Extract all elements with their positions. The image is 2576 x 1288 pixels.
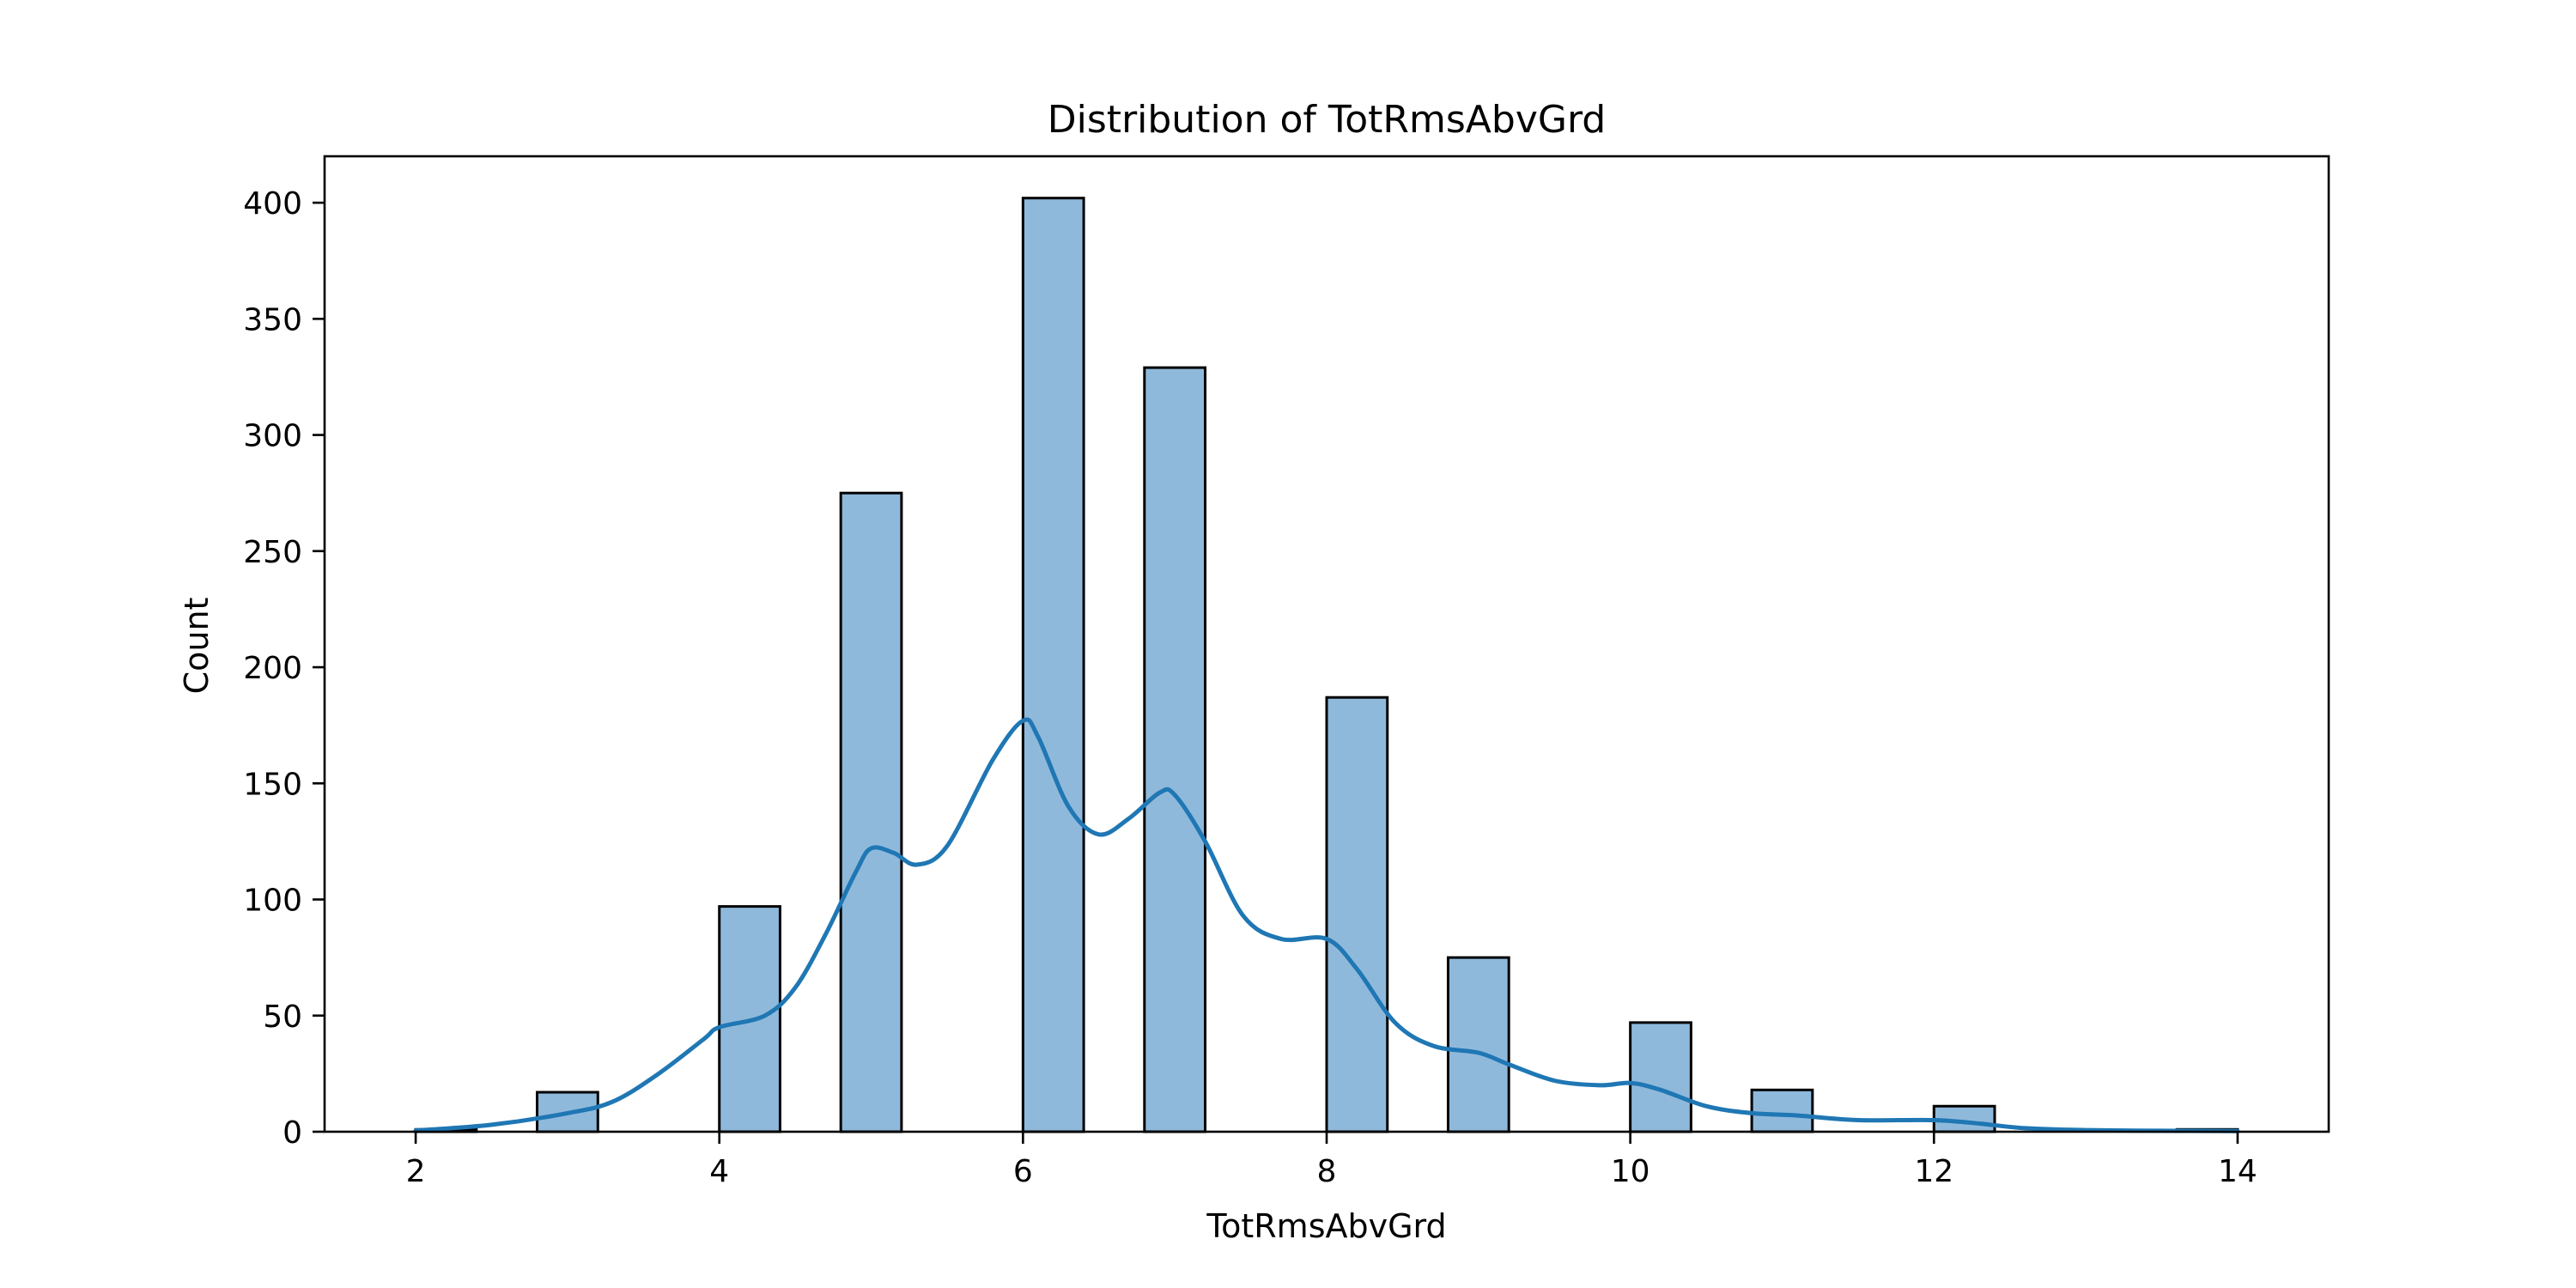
x-axis-label: TotRmsAbvGrd — [1206, 1207, 1446, 1245]
y-tick-label: 350 — [243, 302, 302, 337]
y-tick-label: 50 — [263, 999, 302, 1035]
y-tick-label: 150 — [243, 767, 302, 802]
y-axis-label: Count — [178, 598, 216, 695]
x-tick-label: 6 — [1013, 1154, 1033, 1189]
chart-title: Distribution of TotRmsAbvGrd — [1048, 98, 1606, 142]
x-axis: 2 4 6 8 10 12 14 — [406, 1132, 2257, 1189]
histogram-bar — [1325, 696, 1389, 1133]
y-tick-label: 0 — [283, 1115, 302, 1151]
x-tick-label: 12 — [1914, 1154, 1953, 1189]
histogram-bar — [1750, 1088, 1814, 1133]
histogram-bar — [1629, 1021, 1692, 1133]
x-tick-label: 2 — [406, 1154, 426, 1189]
x-tick-label: 8 — [1317, 1154, 1337, 1189]
histogram-bar — [1021, 197, 1085, 1133]
y-tick-label: 300 — [243, 419, 302, 454]
y-tick-label: 100 — [243, 884, 302, 919]
bars-layer — [414, 197, 2239, 1133]
y-tick-label: 200 — [243, 651, 302, 686]
kde-layer — [413, 717, 2240, 1133]
x-tick-label: 4 — [709, 1154, 729, 1189]
x-tick-label: 10 — [1611, 1154, 1650, 1189]
y-axis: 0 50 100 150 200 250 300 350 400 — [243, 186, 325, 1151]
histogram-bar — [1446, 956, 1510, 1133]
kde-line — [413, 717, 2240, 1133]
y-tick-label: 250 — [243, 535, 302, 570]
histogram-bar — [1143, 366, 1207, 1133]
histogram-bar — [839, 491, 903, 1133]
x-tick-label: 14 — [2218, 1154, 2257, 1189]
y-tick-label: 400 — [243, 186, 302, 222]
